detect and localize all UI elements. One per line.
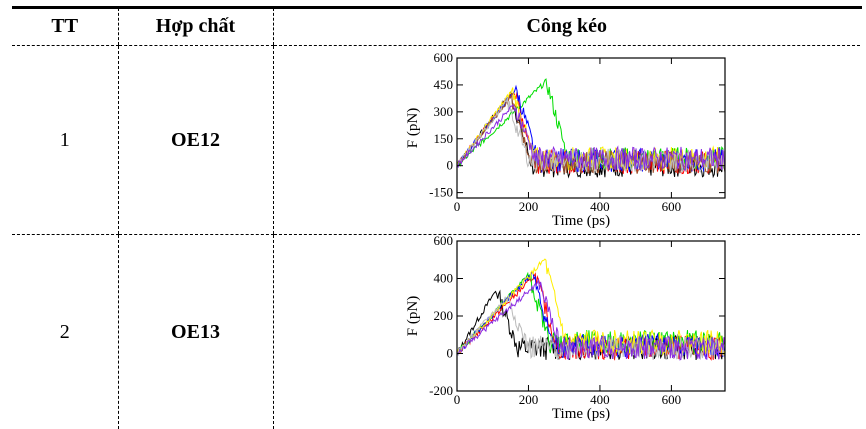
x-tick-label: 200 xyxy=(518,392,538,407)
row-1-compound: OE12 xyxy=(118,46,273,235)
x-axis-label: Time (ps) xyxy=(552,213,610,229)
row-2-compound: OE13 xyxy=(118,235,273,429)
header-compound: Hợp chất xyxy=(118,8,273,46)
y-tick-label: 0 xyxy=(446,346,453,361)
y-tick-label: 450 xyxy=(433,77,453,92)
x-tick-label: 400 xyxy=(590,199,610,214)
y-tick-label: 600 xyxy=(433,235,453,248)
y-tick-label: 400 xyxy=(433,271,453,286)
y-axis-label: F (pN) xyxy=(405,296,421,336)
x-tick-label: 400 xyxy=(590,392,610,407)
y-tick-label: 0 xyxy=(446,158,453,173)
x-tick-label: 0 xyxy=(454,199,461,214)
row-1-tt: 1 xyxy=(12,46,118,235)
header-pulling-work: Công kéo xyxy=(273,8,860,46)
x-tick-label: 600 xyxy=(661,392,681,407)
header-tt: TT xyxy=(12,8,118,46)
y-tick-label: 150 xyxy=(433,131,453,146)
x-tick-label: 0 xyxy=(454,392,461,407)
plot-frame xyxy=(457,241,725,391)
y-tick-label: -150 xyxy=(429,185,453,200)
table-header-row: TT Hợp chất Công kéo xyxy=(12,8,860,46)
y-axis-label: F (pN) xyxy=(405,108,421,148)
y-tick-label: -200 xyxy=(429,383,453,398)
y-tick-label: 300 xyxy=(433,104,453,119)
y-tick-label: 200 xyxy=(433,308,453,323)
x-tick-label: 200 xyxy=(518,199,538,214)
y-tick-label: 600 xyxy=(433,50,453,65)
row-2-tt: 2 xyxy=(12,235,118,429)
x-tick-label: 600 xyxy=(661,199,681,214)
x-axis-label: Time (ps) xyxy=(552,406,610,422)
